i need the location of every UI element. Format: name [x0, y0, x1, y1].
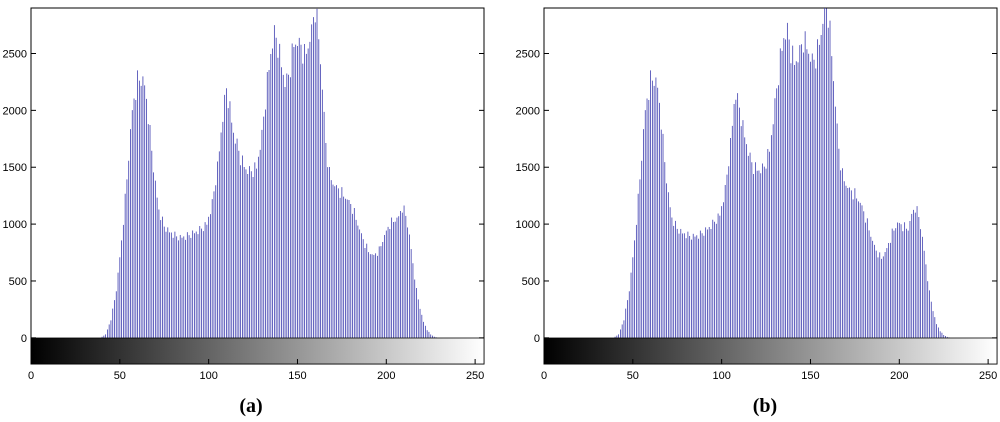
x-tick-label: 150	[801, 370, 819, 382]
x-tick-label: 250	[979, 370, 997, 382]
caption-a: (a)	[239, 395, 262, 417]
y-tick-label: 1000	[516, 219, 540, 231]
y-tick-label: 500	[9, 276, 27, 288]
y-tick-label: 2500	[3, 48, 27, 60]
x-tick-label: 50	[114, 370, 126, 382]
y-axis-a: 0 500 1000 1500 2000 2500	[3, 48, 484, 345]
histogram-panel-a: 0 500 1000 1500 2000 2500 0 50 100 150 200 250 (a)	[3, 7, 485, 417]
x-tick-label: 100	[199, 370, 217, 382]
histogram-panel-b: 0 500 1000 1500 2000 2500 0 50 100 150 200 250 (b)	[516, 7, 998, 417]
x-tick-label: 50	[627, 370, 639, 382]
y-axis-b: 0 500 1000 1500 2000 2500	[516, 48, 997, 345]
grayscale-colorbar-a	[30, 337, 485, 365]
x-tick-label: 200	[890, 370, 908, 382]
x-tick-label: 0	[541, 370, 547, 382]
y-tick-label: 2000	[516, 105, 540, 117]
caption-b: (b)	[753, 395, 777, 417]
plot-frame-b	[543, 7, 998, 365]
y-tick-label: 0	[21, 333, 27, 345]
x-tick-label: 200	[377, 370, 395, 382]
x-axis-b: 0 50 100 150 200 250	[541, 359, 997, 382]
x-tick-label: 100	[712, 370, 730, 382]
y-tick-label: 2500	[516, 48, 540, 60]
y-tick-label: 1500	[516, 162, 540, 174]
y-tick-label: 500	[522, 276, 540, 288]
bars-a	[101, 8, 437, 338]
y-tick-label: 1500	[3, 162, 27, 174]
x-tick-label: 250	[466, 370, 484, 382]
x-axis-a: 0 50 100 150 200 250	[28, 359, 484, 382]
x-tick-label: 150	[288, 370, 306, 382]
plot-frame-a	[30, 7, 485, 365]
grayscale-colorbar-b	[543, 337, 998, 365]
y-tick-label: 2000	[3, 105, 27, 117]
y-tick-label: 0	[534, 333, 540, 345]
bars-b	[614, 8, 950, 338]
x-tick-label: 0	[28, 370, 34, 382]
y-tick-label: 1000	[3, 219, 27, 231]
